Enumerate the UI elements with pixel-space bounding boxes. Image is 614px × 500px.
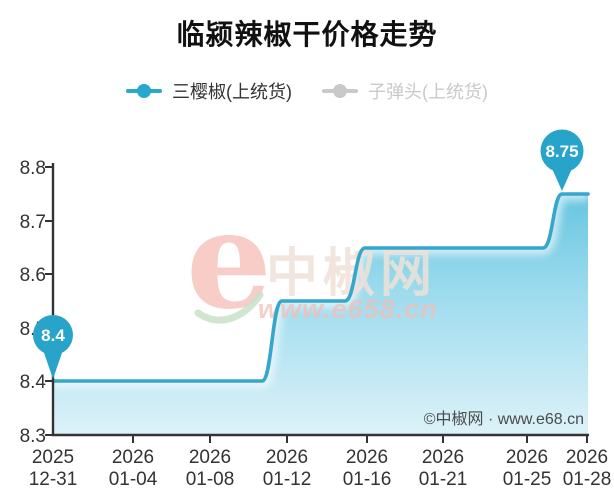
axes [51, 163, 589, 437]
legend-marker-dot [333, 84, 347, 98]
x-tick-label-day: 01-04 [109, 469, 158, 490]
y-tick-label: 8.3 [20, 426, 46, 447]
x-tick-label-year: 2026 [506, 447, 548, 468]
max-value-pin-label: 8.75 [545, 142, 578, 161]
y-tick-label: 8.8 [20, 158, 46, 179]
legend-marker-dot [137, 84, 151, 98]
x-tick-label-day: 01-16 [343, 469, 392, 490]
x-tick-label-day: 01-28 [563, 469, 612, 490]
x-tick-label-day: 01-12 [263, 469, 312, 490]
x-tick-label-year: 2026 [346, 447, 388, 468]
y-tick-label: 8.7 [20, 212, 46, 233]
watermark: e 中椒网 www.e658.cn [186, 180, 437, 339]
series-line [51, 192, 590, 383]
page-title: 临颍辣椒干价格走势 [176, 19, 438, 50]
x-tick-label-year: 2026 [189, 447, 231, 468]
y-axis-ticks [45, 166, 52, 436]
legend-marker [126, 83, 162, 99]
legend-label: 三樱椒(上统货) [172, 82, 292, 102]
min-value-pin-label: 8.4 [41, 326, 65, 345]
x-tick-label-year: 2025 [32, 447, 74, 468]
copyright-note: ©中椒网 · www.e68.cn [424, 410, 584, 428]
x-tick-label-year: 2026 [266, 447, 308, 468]
watermark-leaf-swoosh-icon [194, 291, 264, 324]
x-tick-label-day: 01-21 [419, 469, 468, 490]
x-tick-label-day: 01-08 [186, 469, 235, 490]
legend-item-sanyingjiao[interactable]: 三樱椒(上统货) [126, 78, 292, 104]
y-tick-label: 8.4 [20, 372, 47, 393]
x-tick-label-year: 2026 [422, 447, 464, 468]
x-axis-ticks [132, 436, 588, 443]
min-value-pin: 8.4 [33, 315, 73, 379]
x-tick-label-year: 2026 [566, 447, 608, 468]
x-tick-label-day: 01-25 [503, 469, 552, 490]
x-tick-label-year: 2026 [112, 447, 154, 468]
legend: 三樱椒(上统货) 子弹头(上统货) [0, 78, 614, 104]
x-tick-label-day: 12-31 [29, 469, 78, 490]
max-value-pin: 8.75 [540, 129, 584, 191]
y-tick-label: 8.6 [20, 265, 46, 286]
legend-item-zidantou[interactable]: 子弹头(上统货) [322, 78, 488, 104]
legend-label: 子弹头(上统货) [368, 82, 488, 102]
legend-marker [322, 83, 358, 99]
